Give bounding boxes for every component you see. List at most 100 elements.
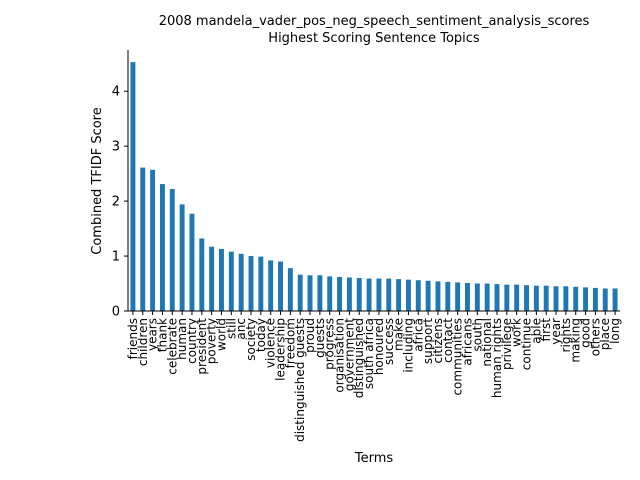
x-tick-label: communities [451, 318, 465, 396]
bar [346, 277, 352, 311]
bar [425, 280, 431, 311]
bar [386, 278, 392, 311]
bar [504, 284, 510, 311]
x-tick-label: national [480, 318, 494, 367]
x-tick-label: progress [323, 318, 337, 370]
x-tick-label: celebrate [165, 318, 179, 375]
x-tick-label: human [175, 318, 189, 360]
bar [524, 285, 529, 311]
chart-title: 2008 mandela_vader_pos_neg_speech_sentim… [159, 14, 590, 29]
x-tick-label: africans [460, 318, 474, 366]
x-tick-label: privilege [500, 318, 514, 370]
bar [228, 251, 234, 311]
bar [484, 283, 490, 311]
bar [337, 276, 343, 311]
x-tick-label: success [382, 318, 396, 365]
x-tick-label: able [529, 318, 543, 344]
bar [209, 246, 215, 311]
x-tick-label: distinguished [352, 318, 366, 398]
x-tick-label: today [254, 318, 268, 352]
bar [573, 286, 579, 311]
bar [287, 268, 293, 311]
bar [219, 248, 224, 311]
bar [317, 275, 323, 311]
bar [465, 282, 470, 311]
bar [553, 286, 559, 311]
x-tick-label: make [392, 318, 406, 351]
chart-subtitle: Highest Scoring Sentence Topics [268, 31, 480, 46]
bar [356, 278, 362, 311]
x-tick-label: president [195, 318, 209, 375]
x-tick-label: friends [126, 318, 140, 359]
bar [435, 281, 441, 311]
x-tick-label: continue [520, 318, 534, 370]
bar [130, 62, 136, 312]
x-tick-label: world [214, 318, 228, 351]
y-tick-label: 2 [112, 195, 120, 210]
x-tick-label: good [579, 318, 593, 348]
bar [583, 287, 589, 311]
y-axis-label: Combined TFIDF Score [90, 107, 105, 254]
bar [169, 189, 175, 311]
bar [563, 286, 569, 311]
bar [297, 274, 303, 311]
x-tick-label: south africa [362, 318, 376, 389]
x-tick-label: distinguished guests [293, 318, 307, 442]
x-tick-label: proud [303, 318, 317, 353]
bar [150, 169, 156, 311]
y-tick-label: 1 [112, 250, 120, 265]
bar [543, 285, 549, 311]
bar [405, 279, 411, 311]
bar [494, 284, 500, 311]
x-tick-label: thank [155, 318, 169, 352]
bar [238, 253, 244, 311]
bar [474, 283, 480, 311]
bar [415, 280, 421, 311]
x-tick-label: south [470, 318, 484, 352]
x-tick-label: including [401, 318, 415, 373]
bar [248, 256, 254, 311]
x-tick-label: violence [264, 318, 278, 368]
bar [396, 279, 402, 311]
bar [602, 288, 608, 311]
bar [612, 288, 618, 311]
x-tick-label: freedom [283, 318, 297, 368]
bar [140, 167, 146, 311]
bar [159, 184, 165, 311]
x-axis-label: Terms [354, 451, 394, 466]
x-tick-label: rights [559, 318, 573, 352]
bar [189, 213, 195, 311]
bar [278, 261, 283, 311]
bar [268, 260, 274, 311]
x-tick-label: making [569, 318, 583, 363]
x-tick-label: poverty [205, 318, 219, 364]
y-tick-label: 0 [112, 305, 120, 320]
x-tick-label: others [588, 318, 602, 356]
bar [366, 278, 372, 311]
x-tick-label: work [510, 318, 524, 347]
bar [199, 238, 205, 311]
bar [376, 278, 382, 311]
x-tick-label: still [224, 318, 238, 339]
x-tick-label: guests [313, 318, 327, 358]
x-tick-label: leadership [274, 318, 288, 381]
plot-area: 01234friendschildrenyearsthankcelebrateh… [112, 50, 622, 442]
bar [307, 275, 313, 311]
x-tick-label: government [342, 318, 356, 391]
bar [533, 285, 539, 311]
x-tick-label: year [549, 318, 563, 345]
bar [179, 204, 185, 311]
x-tick-label: honoured [372, 318, 386, 375]
x-tick-label: years [146, 318, 160, 351]
x-tick-label: place [598, 318, 612, 350]
x-tick-label: human rights [490, 318, 504, 398]
bar [258, 256, 264, 311]
bar [327, 276, 333, 311]
x-tick-label: contact [441, 318, 455, 363]
x-tick-label: long [608, 318, 622, 344]
x-tick-label: children [136, 318, 150, 366]
x-tick-label: society [244, 318, 258, 361]
bar [445, 281, 451, 311]
bar [455, 282, 461, 311]
